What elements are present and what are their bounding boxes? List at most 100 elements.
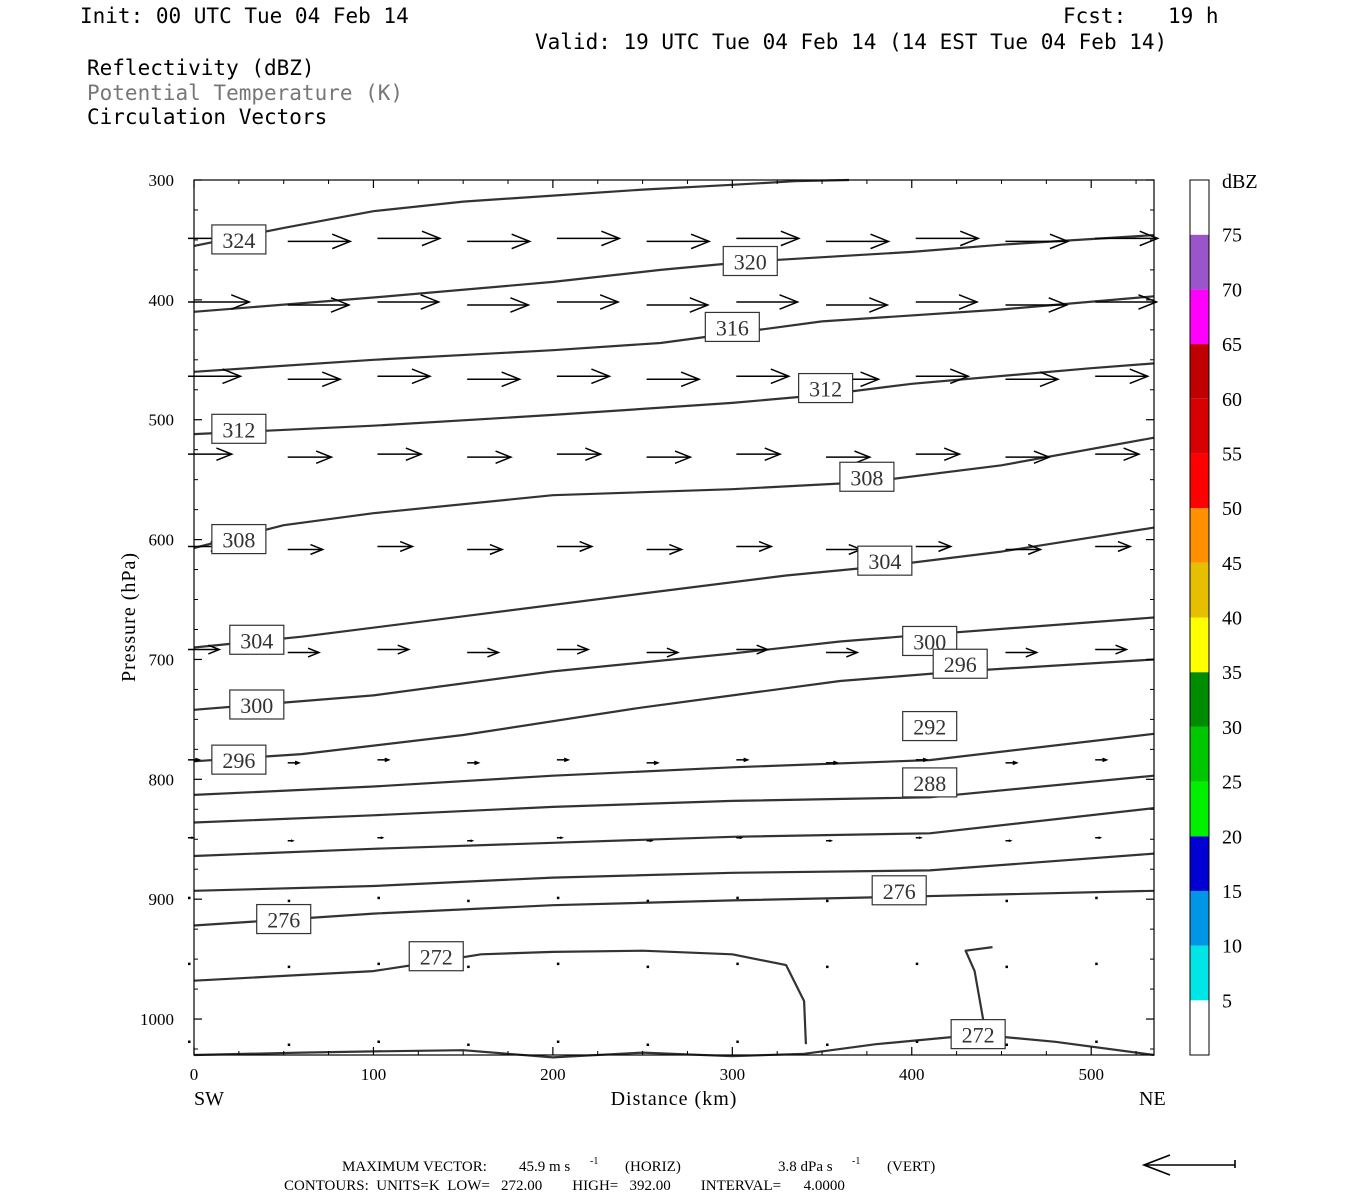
- colorbar-segment: [1190, 890, 1209, 946]
- circulation-vector: [826, 297, 890, 313]
- circulation-vector: [915, 1040, 919, 1044]
- circulation-vector: [915, 757, 930, 763]
- forecast-label: Fcst:: [1063, 4, 1127, 28]
- contour-label-text: 272: [420, 945, 453, 970]
- footer-contour-info: CONTOURS: UNITS=K LOW= 272.00 HIGH= 392.…: [284, 1178, 845, 1194]
- axes: 300 400 500 600 700 800 900 1000 0 100 200 300 400 50…: [140, 171, 1154, 1084]
- x-axis-label: Distance (km): [611, 1088, 738, 1110]
- circulation-vector: [646, 543, 684, 556]
- contour-label-text: 276: [883, 879, 916, 904]
- footer-vert-superscript: -1: [852, 1156, 860, 1167]
- reference-vector-arrow: [1141, 1154, 1236, 1176]
- x-endpoint-sw: SW: [194, 1088, 224, 1110]
- colorbar-tick-label: 70: [1222, 279, 1242, 301]
- circulation-vector: [377, 836, 385, 840]
- circulation-vector: [1005, 647, 1039, 658]
- contour-label-272: 272: [408, 941, 464, 972]
- circulation-vector: [377, 447, 424, 462]
- circulation-vector: [1005, 543, 1043, 556]
- circulation-vector: [1095, 962, 1098, 966]
- circulation-vector: [826, 233, 891, 250]
- colorbar-segment: [1190, 726, 1209, 782]
- y-tick-label: 500: [149, 411, 175, 430]
- colorbar-segment: [1190, 508, 1209, 563]
- contour-label-276: 276: [871, 875, 927, 906]
- circulation-vector: [287, 297, 351, 313]
- circulation-vector: [826, 965, 829, 969]
- circulation-vector: [556, 836, 564, 840]
- circulation-vector: [826, 450, 872, 465]
- circulation-vector: [1005, 839, 1013, 843]
- y-tick-label: 400: [149, 291, 175, 310]
- circulation-vector: [646, 1043, 650, 1047]
- colorbar-tick-label: 40: [1222, 608, 1242, 630]
- circulation-vector: [188, 368, 243, 385]
- circulation-vector: [826, 760, 840, 766]
- valid-time: Valid: 19 UTC Tue 04 Feb 14 (14 EST Tue …: [535, 30, 1168, 54]
- circulation-vector: [1005, 760, 1019, 766]
- circulation-vector: [287, 965, 291, 969]
- circulation-vector: [188, 294, 252, 310]
- contour-label-text: 312: [809, 377, 842, 402]
- contour-label-292: 292: [902, 710, 958, 742]
- circulation-vector: [915, 962, 919, 966]
- circulation-vector: [736, 230, 801, 247]
- contour-label-320: 320: [722, 245, 778, 277]
- circulation-vector: [826, 899, 829, 903]
- circulation-vector: [377, 1040, 380, 1044]
- contour-label-308: 308: [211, 523, 267, 555]
- circulation-vector: [736, 836, 744, 840]
- contour-label-text: 304: [240, 628, 273, 653]
- circulation-vector: [287, 760, 301, 766]
- y-axis-label: Pressure (hPa): [118, 552, 140, 682]
- contour-label-text: 276: [267, 908, 300, 933]
- circulation-vector: [1095, 1040, 1098, 1044]
- colorbar-segment: [1190, 1000, 1209, 1055]
- circulation-vector: [1095, 294, 1159, 310]
- circulation-vector: [646, 297, 710, 313]
- contour-label-304: 304: [857, 545, 913, 576]
- circulation-vector: [736, 896, 739, 900]
- colorbar-segment: [1190, 945, 1209, 1001]
- circulation-vector: [188, 1040, 191, 1044]
- colorbar-tick-label: 15: [1222, 881, 1242, 903]
- y-tick-label: 700: [149, 650, 175, 669]
- circulation-vector: [646, 839, 654, 843]
- circulation-vector: [287, 543, 325, 556]
- circulation-vector: [556, 644, 591, 655]
- contour-label-text: 312: [222, 417, 255, 442]
- colorbar-tick-label: 30: [1222, 717, 1242, 739]
- circulation-vector: [377, 230, 442, 247]
- circulation-vector: [1005, 371, 1060, 388]
- footer-horiz-unit: (HORIZ): [625, 1159, 681, 1175]
- y-tick-label: 600: [149, 531, 175, 550]
- dbz-colorbar: 5 10 15 20 25 30 35 40 45 50 55 60 65 70 75: [1189, 179, 1242, 1056]
- circulation-vector: [736, 644, 770, 655]
- colorbar-tick-label: 20: [1222, 826, 1242, 848]
- circulation-vector: [556, 230, 622, 247]
- contour-label-312: 312: [211, 413, 267, 444]
- y-tick-label: 900: [149, 890, 175, 909]
- colorbar-segment: [1190, 672, 1209, 727]
- circulation-vector: [287, 371, 343, 388]
- colorbar-segment: [1190, 289, 1209, 345]
- isentrope-280: [193, 852, 1155, 892]
- x-endpoint-ne: NE: [1139, 1088, 1166, 1110]
- circulation-vector: [1095, 230, 1160, 247]
- circulation-vector: [377, 368, 432, 385]
- circulation-vector: [646, 233, 712, 250]
- contour-label-296: 296: [211, 744, 267, 775]
- isentrope-292: [193, 732, 1155, 796]
- circulation-vector: [1095, 644, 1129, 655]
- circulation-vector: [377, 962, 380, 966]
- contour-label-text: 272: [962, 1023, 995, 1048]
- contour-label-text: 300: [240, 693, 273, 718]
- contour-label-text: 288: [913, 771, 946, 796]
- circulation-vector: [287, 647, 321, 658]
- contour-label-text: 292: [913, 715, 946, 740]
- colorbar-segment: [1190, 453, 1209, 509]
- circulation-vector: [556, 368, 612, 385]
- circulation-vector: [287, 1043, 291, 1047]
- circulation-vector: [467, 647, 501, 658]
